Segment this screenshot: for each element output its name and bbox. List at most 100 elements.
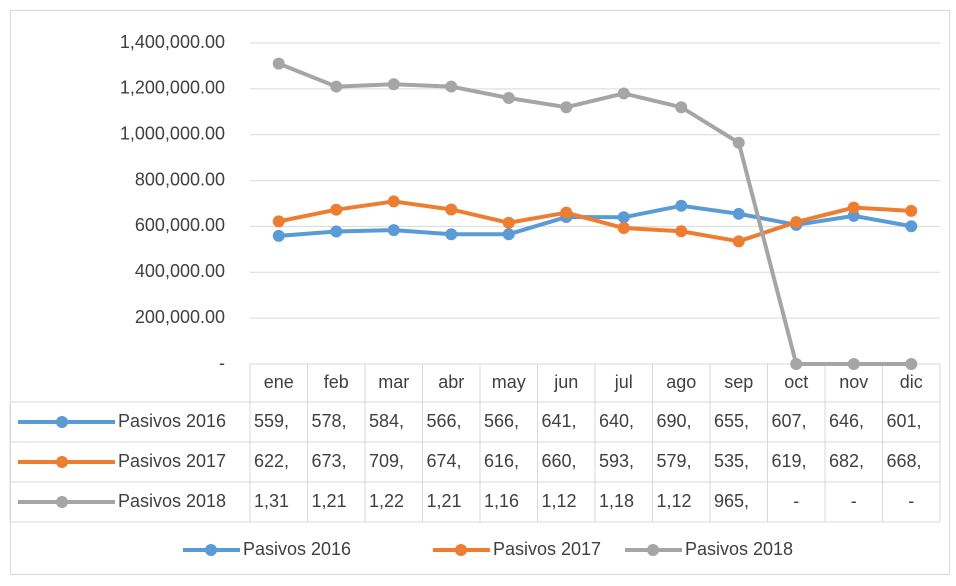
legend-label: Pasivos 2017 bbox=[118, 451, 226, 471]
y-tick-label: 1,000,000.00 bbox=[120, 123, 225, 143]
table-value: 690, bbox=[657, 411, 692, 431]
point bbox=[445, 80, 458, 93]
table-value: 1,22 bbox=[369, 491, 404, 511]
point bbox=[732, 136, 745, 149]
table-value: 1,31 bbox=[254, 491, 289, 511]
table-value: 566, bbox=[484, 411, 519, 431]
legend-marker bbox=[647, 544, 659, 556]
table-value: 622, bbox=[254, 451, 289, 471]
table-value: 668, bbox=[887, 451, 922, 471]
point bbox=[675, 225, 688, 238]
table-value: 559, bbox=[254, 411, 289, 431]
y-tick-label: 600,000.00 bbox=[135, 215, 225, 235]
series-line bbox=[278, 199, 912, 244]
table-value: 965, bbox=[714, 491, 749, 511]
table-value: 1,16 bbox=[484, 491, 519, 511]
x-tick-label: nov bbox=[839, 372, 868, 392]
point bbox=[847, 358, 860, 370]
table-value: 535, bbox=[714, 451, 749, 471]
legend-label: Pasivos 2017 bbox=[493, 539, 601, 559]
table-value: - bbox=[793, 491, 799, 511]
point bbox=[847, 201, 860, 214]
legend-label: Pasivos 2016 bbox=[243, 539, 351, 559]
point bbox=[330, 225, 343, 238]
table-value: 655, bbox=[714, 411, 749, 431]
table-value: 640, bbox=[599, 411, 634, 431]
legend-label: Pasivos 2018 bbox=[118, 491, 226, 511]
point bbox=[617, 87, 630, 100]
point bbox=[675, 101, 688, 114]
legend-marker bbox=[455, 544, 467, 556]
table-value: 616, bbox=[484, 451, 519, 471]
x-tick-label: feb bbox=[324, 372, 349, 392]
table-value: 1,21 bbox=[427, 491, 462, 511]
point bbox=[905, 220, 918, 233]
table-value: 579, bbox=[657, 451, 692, 471]
x-tick-label: may bbox=[492, 372, 526, 392]
legend-marker bbox=[56, 496, 68, 508]
y-tick-label: 400,000.00 bbox=[135, 261, 225, 281]
x-tick-label: mar bbox=[378, 372, 409, 392]
point bbox=[560, 101, 573, 114]
legend-label: Pasivos 2016 bbox=[118, 411, 226, 431]
table-value: 607, bbox=[772, 411, 807, 431]
series-line bbox=[278, 61, 912, 366]
point bbox=[502, 216, 515, 229]
table-value: 646, bbox=[829, 411, 864, 431]
point bbox=[272, 57, 285, 70]
y-tick-label: - bbox=[219, 353, 225, 373]
table-value: 673, bbox=[312, 451, 347, 471]
point bbox=[732, 207, 745, 220]
point bbox=[445, 228, 458, 241]
table-value: 566, bbox=[427, 411, 462, 431]
table-value: 601, bbox=[887, 411, 922, 431]
point bbox=[387, 195, 400, 208]
x-tick-label: sep bbox=[724, 372, 753, 392]
table-value: 584, bbox=[369, 411, 404, 431]
series-line bbox=[278, 203, 912, 238]
table-value: 593, bbox=[599, 451, 634, 471]
x-tick-label: ago bbox=[666, 372, 696, 392]
table-value: 660, bbox=[542, 451, 577, 471]
point bbox=[905, 358, 918, 370]
point bbox=[847, 209, 860, 222]
table-value: 709, bbox=[369, 451, 404, 471]
point bbox=[617, 222, 630, 235]
table-value: 1,21 bbox=[312, 491, 347, 511]
table-value: - bbox=[851, 491, 857, 511]
point bbox=[675, 199, 688, 212]
point bbox=[502, 228, 515, 241]
table-value: 619, bbox=[772, 451, 807, 471]
legend-marker bbox=[56, 456, 68, 468]
point bbox=[502, 92, 515, 105]
point bbox=[560, 206, 573, 219]
y-tick-label: 800,000.00 bbox=[135, 169, 225, 189]
y-tick-label: 1,200,000.00 bbox=[120, 78, 225, 98]
point bbox=[445, 203, 458, 216]
point bbox=[790, 216, 803, 229]
table-value: 641, bbox=[542, 411, 577, 431]
point bbox=[272, 229, 285, 242]
point bbox=[905, 204, 918, 217]
x-tick-label: dic bbox=[900, 372, 923, 392]
table-value: 1,12 bbox=[657, 491, 692, 511]
point bbox=[330, 80, 343, 93]
x-tick-label: ene bbox=[264, 372, 294, 392]
table-value: 674, bbox=[427, 451, 462, 471]
point bbox=[732, 235, 745, 248]
legend-marker bbox=[205, 544, 217, 556]
y-tick-label: 1,400,000.00 bbox=[120, 32, 225, 52]
point bbox=[387, 78, 400, 91]
x-tick-label: jul bbox=[614, 372, 633, 392]
table-value: 1,18 bbox=[599, 491, 634, 511]
legend-label: Pasivos 2018 bbox=[685, 539, 793, 559]
legend-marker bbox=[56, 416, 68, 428]
x-tick-label: oct bbox=[784, 372, 808, 392]
point bbox=[617, 211, 630, 224]
x-tick-label: abr bbox=[438, 372, 464, 392]
table-value: 682, bbox=[829, 451, 864, 471]
x-tick-label: jun bbox=[553, 372, 578, 392]
y-tick-label: 200,000.00 bbox=[135, 307, 225, 327]
point bbox=[330, 203, 343, 216]
